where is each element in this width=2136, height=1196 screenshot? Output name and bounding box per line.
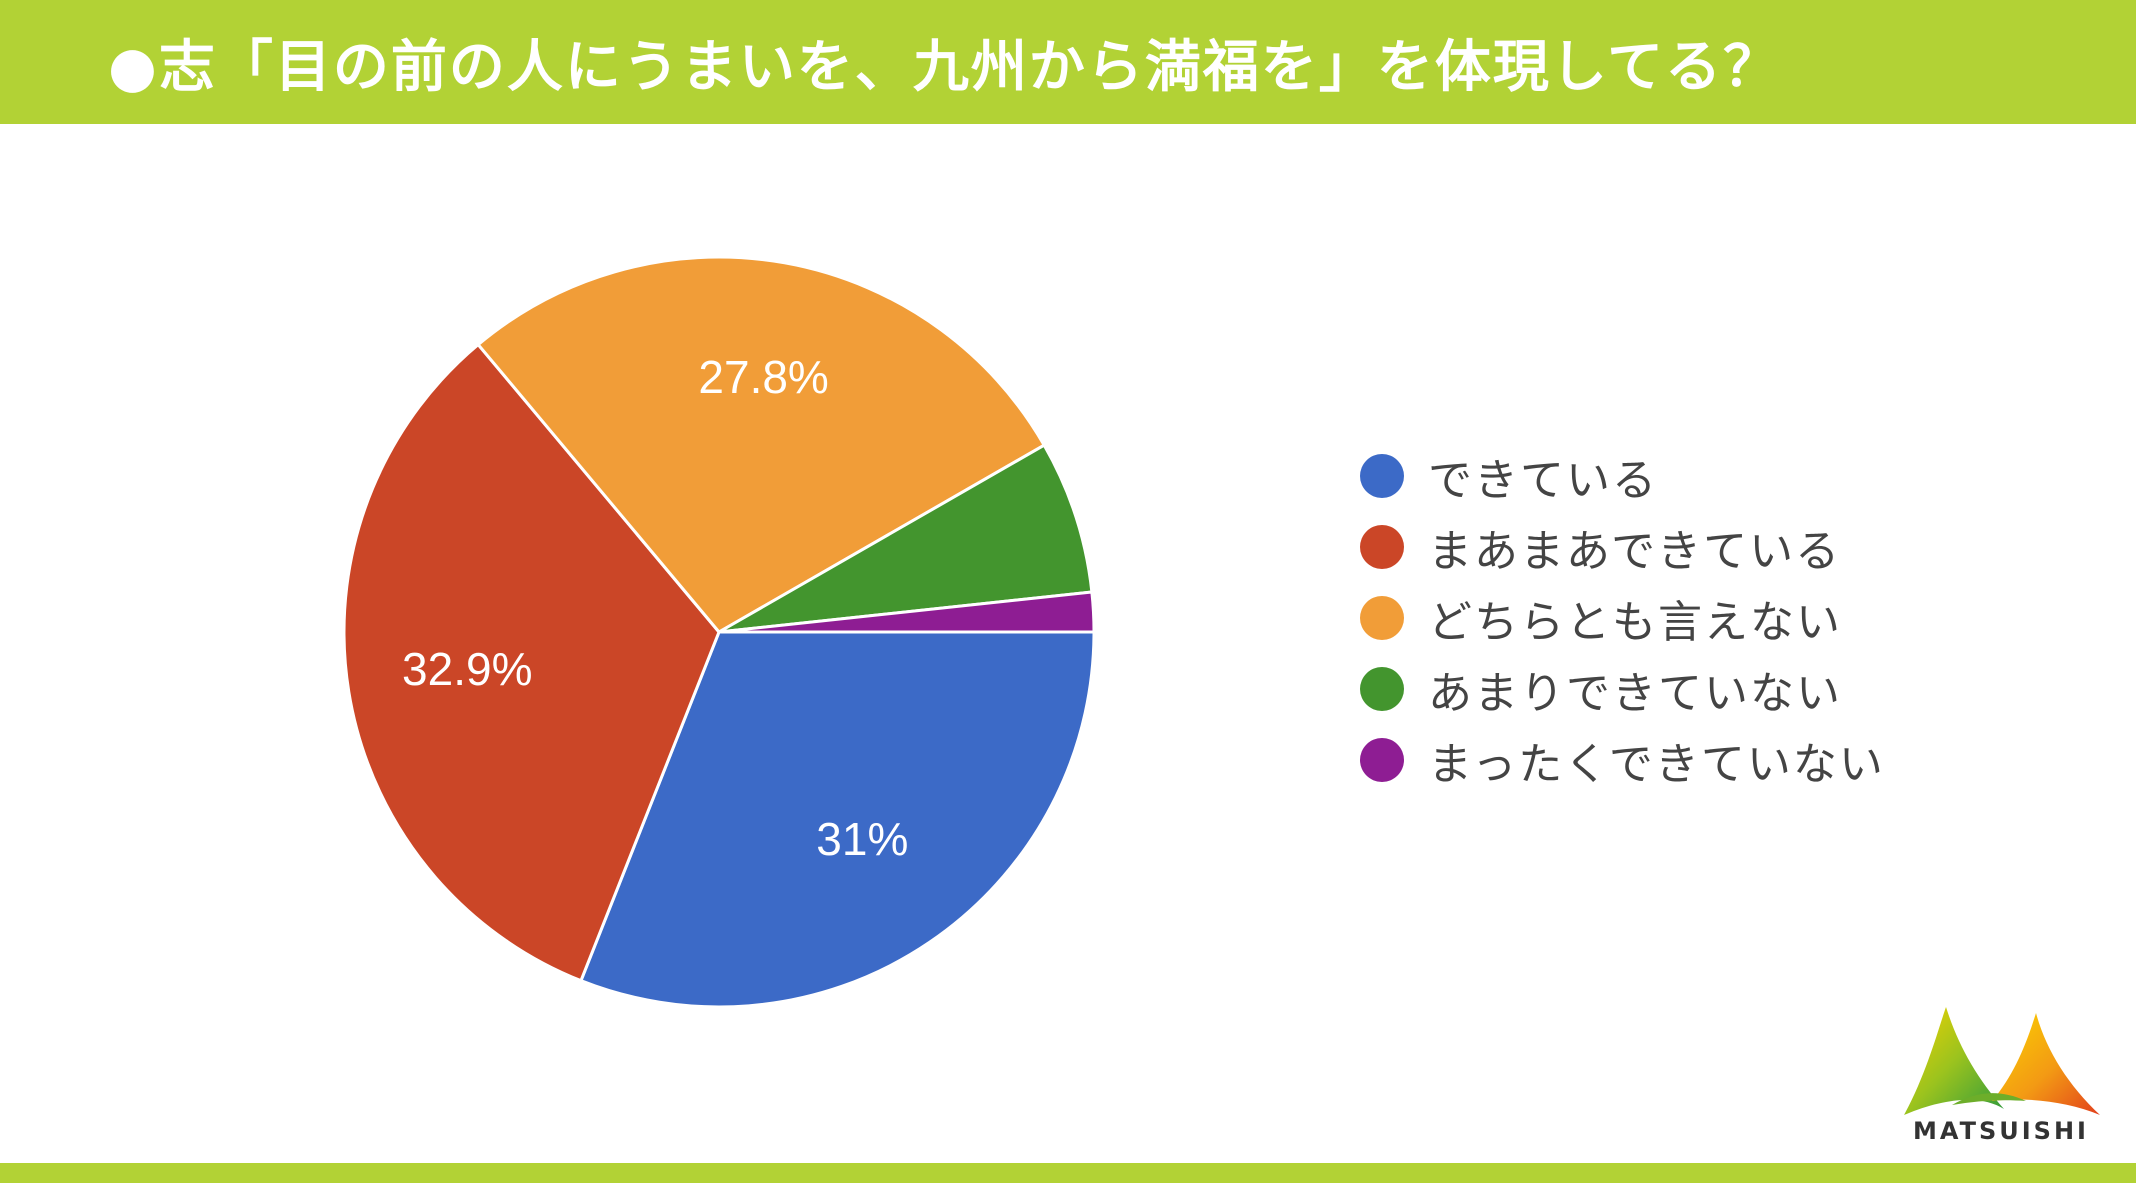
logo-text: MATSUISHI bbox=[1913, 1117, 2089, 1145]
pie-slice-5 bbox=[718, 590, 1096, 634]
pie-slice-2 bbox=[342, 342, 721, 983]
legend-swatch-icon bbox=[1360, 524, 1404, 569]
legend-swatch-icon bbox=[1360, 595, 1404, 640]
pie-slice-4 bbox=[718, 443, 1094, 634]
legend-label: どちらとも言えない bbox=[1428, 596, 1842, 648]
legend-label: あまりできていない bbox=[1428, 667, 1842, 719]
legend-label: まったくできていない bbox=[1428, 738, 1885, 790]
legend-label: まあまあできている bbox=[1428, 525, 1842, 577]
legend-item-5: まったくできていない bbox=[1360, 724, 1885, 795]
legend-swatch-icon bbox=[1360, 666, 1404, 711]
pie-slice-1 bbox=[579, 630, 1096, 1009]
chart-legend: できているまあまあできている どちらとも言えない あまりできていない まったくできてい… bbox=[1360, 440, 1885, 795]
legend-swatch-icon bbox=[1360, 737, 1404, 782]
bottom-accent-bar bbox=[0, 1163, 2136, 1183]
page-title: ●志「目の前の人にうまいを、九州から満福を」を体現してる？ bbox=[108, 34, 1782, 100]
pie-slice-3 bbox=[476, 255, 1047, 634]
pie-slice-label-3: 27.8% bbox=[698, 351, 828, 403]
legend-item-2: まあまあできている bbox=[1360, 511, 1885, 582]
legend-item-1: できている bbox=[1360, 440, 1885, 511]
legend-item-4: あまりできていない bbox=[1360, 653, 1885, 724]
pie-slice-label-1: 31% bbox=[816, 813, 908, 865]
pie-chart: 31% 32.9% 27.8% bbox=[342, 255, 1096, 1009]
pie-slice-label-2: 32.9% bbox=[402, 643, 532, 695]
legend-label: できている bbox=[1428, 454, 1658, 506]
header-banner: ●志「目の前の人にうまいを、九州から満福を」を体現してる？ bbox=[0, 0, 2136, 124]
mountain-logo-icon bbox=[1904, 1007, 2100, 1115]
legend-item-3: どちらとも言えない bbox=[1360, 582, 1885, 653]
legend-swatch-icon bbox=[1360, 453, 1404, 498]
matsuishi-logo: MATSUISHI bbox=[1896, 1005, 2106, 1150]
